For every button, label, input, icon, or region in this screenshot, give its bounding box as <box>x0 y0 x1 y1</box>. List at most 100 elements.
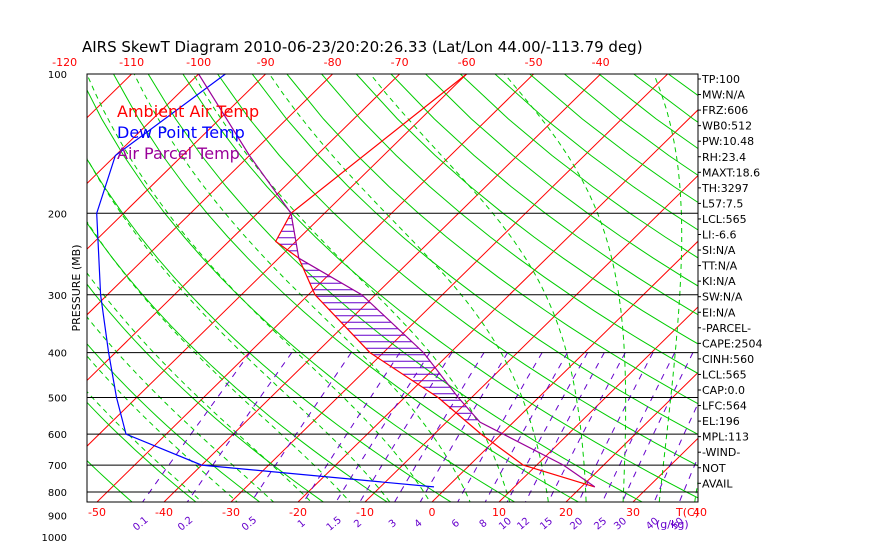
bottom-temp-tick-label: 40 <box>693 506 707 519</box>
mixing-ratio-line <box>601 352 676 502</box>
sidebar-item: KI:N/A <box>702 275 736 288</box>
sidebar-item: CAPE:2504 <box>702 337 763 350</box>
pressure-tick-label: 900 <box>48 512 67 523</box>
plot-frame <box>86 73 699 503</box>
sidebar-item: L57:7.5 <box>702 197 743 210</box>
dry-adiabat-line <box>113 74 580 502</box>
dry-adiabat-line <box>772 74 870 547</box>
bottom-temp-tick-label: -10 <box>356 506 374 519</box>
top-temp-tick-label: -100 <box>186 56 211 69</box>
pressure-tick-label: 700 <box>48 461 67 472</box>
mixing-ratio-tick-label: 2 <box>352 518 364 531</box>
isotherm-line <box>87 74 467 447</box>
sidebar-item: SI:N/A <box>702 244 736 257</box>
dry-adiabat-line <box>87 343 261 502</box>
sidebar-item: TH:3297 <box>701 182 749 195</box>
bottom-temp-tick-label: 10 <box>492 506 506 519</box>
dry-adiabat-line <box>842 74 870 547</box>
bottom-temp-tick-label: 20 <box>559 506 573 519</box>
mixing-ratio-line <box>250 352 352 502</box>
isotherm-line <box>87 74 333 316</box>
bottom-temp-tick-label: 0 <box>429 506 436 519</box>
moist-adiabat-line <box>369 74 587 502</box>
mixing-ratio-line <box>577 352 654 502</box>
stats-sidebar: TP:100 MW:N/A FRZ:606 WB0:512 PW:10.48 RH:23.… <box>698 73 763 490</box>
bottom-temp-tick-label: 30 <box>626 506 640 519</box>
moist-adiabat-line <box>653 74 683 502</box>
dry-adiabat-line <box>217 74 698 467</box>
moist-adiabat-line <box>87 355 238 502</box>
bottom-temp-tick-label: -50 <box>88 506 106 519</box>
isotherm-line <box>297 109 698 502</box>
dry-adiabat-line <box>0 74 51 547</box>
top-temp-tick-label: -50 <box>525 56 543 69</box>
dry-adiabat-line <box>286 74 698 405</box>
isotherm-line <box>87 74 266 250</box>
mixing-ratio-line <box>621 352 694 502</box>
top-temp-tick-label: -40 <box>592 56 610 69</box>
isotherm-line <box>163 74 601 502</box>
isotherm-line <box>431 240 698 502</box>
pressure-gridlines <box>87 212 698 493</box>
mixing-ratio-tick-label: 0.2 <box>176 515 195 534</box>
dry-adiabat-line <box>355 74 698 345</box>
sidebar-item: LCL:565 <box>702 368 747 381</box>
dry-adiabat-line <box>529 74 698 204</box>
moist-adiabat-line <box>192 74 511 502</box>
pressure-tick-label: 500 <box>48 394 67 405</box>
mixing-ratio-line <box>457 352 543 502</box>
sidebar-item: PW:10.48 <box>702 135 754 148</box>
sidebar-item: MAXT:18.6 <box>702 166 760 179</box>
sidebar-item: AVAIL <box>702 477 733 490</box>
dry-adiabat-line <box>182 74 698 499</box>
sidebar-item: CAP:0.0 <box>702 384 745 397</box>
mixing-ratio-lines <box>141 352 698 502</box>
pressure-ticks: 100 200 300 400 500 600 700 800 900 1000 <box>42 70 67 544</box>
mixing-ratio-tick-label: 0.5 <box>240 515 259 534</box>
chart-title: AIRS SkewT Diagram 2010-06-23/20:20:26.3… <box>82 38 643 56</box>
sidebar-item: -PARCEL- <box>702 322 751 335</box>
dry-adiabat-line <box>87 401 197 502</box>
mixing-ratio-tick-label: 6 <box>450 518 462 531</box>
bottom-temp-tick-label: -20 <box>289 506 307 519</box>
moist-adiabat-line <box>87 272 312 502</box>
cape-hatch <box>277 217 478 421</box>
sidebar-item: EI:N/A <box>702 306 736 319</box>
sidebar-item: -WIND- <box>702 446 740 459</box>
dry-adiabat-line <box>390 74 698 316</box>
isotherm-line <box>96 74 534 502</box>
legend-dew-point-temp: Dew Point Temp <box>117 123 245 142</box>
bottom-axis-unit: T(C) <box>675 506 699 519</box>
mixing-ratio-line <box>524 352 605 502</box>
sidebar-item: LCL:565 <box>702 213 747 226</box>
sidebar-item: SW:N/A <box>702 291 743 304</box>
pressure-tick-label: 200 <box>48 209 67 220</box>
dry-adiabat-line <box>87 283 325 502</box>
moist-adiabat-lines <box>87 74 698 502</box>
top-temp-tick-label: -80 <box>324 56 342 69</box>
mixing-ratio-unit: (g/kg) <box>656 518 689 531</box>
sidebar-item: LFC:564 <box>702 400 747 413</box>
dry-adiabat-line <box>87 88 516 502</box>
isotherm-line <box>364 174 698 502</box>
legend-air-parcel-temp: Air Parcel Temp <box>117 144 240 163</box>
sidebar-item: TT:N/A <box>701 260 738 273</box>
moist-adiabat-line <box>133 74 471 502</box>
mixing-ratio-tick-label: 12 <box>515 516 532 533</box>
sidebar-item: TP:100 <box>701 73 740 86</box>
top-temp-tick-label: -110 <box>119 56 144 69</box>
top-temp-tick-label: -70 <box>391 56 409 69</box>
isotherm-line <box>87 74 400 382</box>
sidebar-item: FRZ:606 <box>702 104 748 117</box>
isotherm-line <box>87 74 199 185</box>
isotherm-line <box>230 74 668 502</box>
top-temp-tick-label: -60 <box>458 56 476 69</box>
dry-adiabat-line <box>494 74 698 231</box>
pressure-tick-label: 300 <box>48 291 67 302</box>
sidebar-item: RH:23.4 <box>702 151 746 164</box>
dry-adiabat-line <box>425 74 698 287</box>
sidebar-item: MPL:113 <box>702 431 749 444</box>
bottom-temp-ticks: -50 -40 -30 -20 -10 0 10 20 30 40 <box>88 506 707 519</box>
sidebar-item: MW:N/A <box>702 89 745 102</box>
